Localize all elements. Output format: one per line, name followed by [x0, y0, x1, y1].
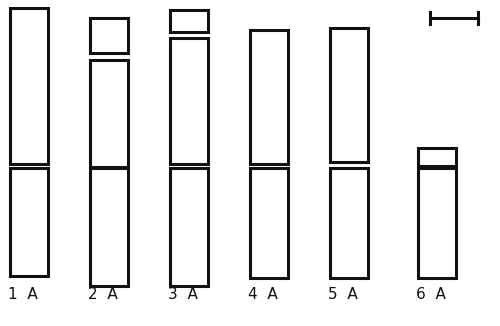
Bar: [90, 168, 128, 286]
Bar: [418, 168, 456, 278]
Text: 2  A: 2 A: [88, 287, 118, 302]
Bar: [90, 60, 128, 167]
Bar: [170, 168, 208, 286]
Text: 3  A: 3 A: [168, 287, 198, 302]
Bar: [170, 38, 208, 164]
Bar: [170, 10, 208, 32]
Text: 4  A: 4 A: [248, 287, 278, 302]
Bar: [10, 8, 48, 164]
Bar: [330, 168, 368, 278]
Text: 1  A: 1 A: [8, 287, 38, 302]
Bar: [418, 148, 456, 166]
Bar: [250, 168, 288, 278]
Bar: [330, 28, 368, 162]
Bar: [10, 168, 48, 276]
Bar: [90, 18, 128, 53]
Text: 6  A: 6 A: [416, 287, 446, 302]
Bar: [250, 30, 288, 164]
Text: 5  A: 5 A: [328, 287, 358, 302]
